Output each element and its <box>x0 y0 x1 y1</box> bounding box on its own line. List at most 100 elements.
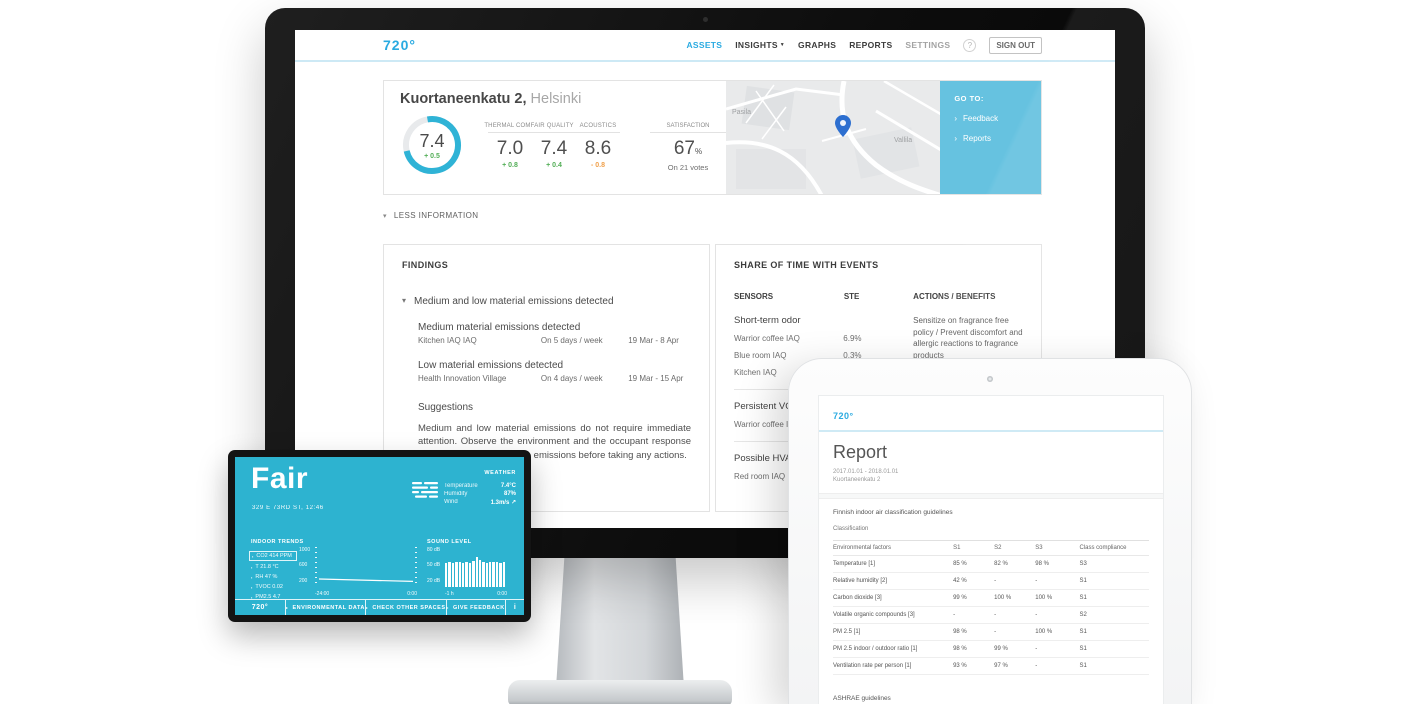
map-label-vallila: Vallila <box>894 137 913 144</box>
legend-item-pm25[interactable]: ▪ PM2.5 4.7 <box>251 594 281 600</box>
event-group-short-term-odor: Short-term odor Warrior coffee IAQ 6.9% B… <box>734 315 1023 377</box>
location-map[interactable]: Pasila Vallila <box>726 81 941 194</box>
overall-score-value: 7.4 <box>419 130 445 151</box>
weather-row-humidity: Humidity 87% <box>444 491 516 497</box>
logo-720: 720° <box>383 37 416 53</box>
sensor-row: Warrior coffee IAQ <box>734 420 800 429</box>
weather-row-temperature: Temperature 7.4°C <box>444 483 516 489</box>
nav-item-assets[interactable]: ASSETS <box>686 40 723 50</box>
table-row: PM 2.5 indoor / outdoor ratio [1] 98 % 99 … <box>833 640 1149 658</box>
sensor-row: Kitchen IAQ <box>734 368 777 377</box>
metric-acoustics: ACOUSTICS 8.6 - 0.8 <box>576 121 620 175</box>
goto-link-feedback[interactable]: › Feedback <box>954 114 999 123</box>
top-navbar: 720° ASSETS INSIGHTS ▼ GRAPHS REPORTS SET… <box>295 30 1115 62</box>
table-header-row: Environmental factors S1 S2 S3 Class com… <box>833 540 1149 556</box>
table-row: Ventilation rate per person [1] 93 % 97 % -… <box>833 657 1149 675</box>
give-feedback-button[interactable]: ▸ GIVE FEEDBACK <box>445 600 505 615</box>
findings-group-toggle[interactable]: ▾ Medium and low material emissions dete… <box>402 296 614 307</box>
findings-title: FINDINGS <box>402 260 449 270</box>
legend-item-tvoc[interactable]: ▪ TVOC 0.02 <box>251 584 283 590</box>
info-icon[interactable]: i <box>504 600 524 615</box>
wall-display-screen: Fair 329 E 73RD ST, 12:46 WEATHER Temp <box>235 457 524 615</box>
triangle-bullet-icon: ▸ <box>446 605 450 610</box>
environmental-data-button[interactable]: ▸ ENVIRONMENTAL DATA <box>284 600 365 615</box>
weather-title: WEATHER <box>484 470 516 476</box>
help-icon[interactable]: ? <box>963 38 977 52</box>
sign-out-button[interactable]: SIGN OUT <box>989 36 1042 54</box>
asset-title: Kuortaneenkatu 2, Helsinki <box>400 91 726 107</box>
weather-block: WEATHER Temperature 7.4°C Humidity 87% <box>412 470 516 506</box>
table-row: Volatile organic compounds [3] - - - S2 <box>833 606 1149 624</box>
legend-item-co2[interactable]: ▪ CO2 414 PPM <box>249 551 297 561</box>
classification-subtitle: Classification <box>833 526 869 532</box>
map-pin-icon <box>835 115 851 137</box>
logo-720: 720° <box>833 411 854 421</box>
sensor-row: Warrior coffee IAQ 6.9% <box>734 334 862 343</box>
sound-bars <box>445 549 506 587</box>
less-information-toggle[interactable]: ▾ LESS INFORMATION <box>383 211 479 220</box>
asset-title-street: Kuortaneenkatu 2, <box>400 91 527 107</box>
table-row: Carbon dioxide [3] 99 % 100 % 100 % S1 <box>833 589 1149 607</box>
chevron-down-icon: ▼ <box>779 42 786 48</box>
nav-item-settings[interactable]: SETTINGS <box>905 40 951 50</box>
desktop-monitor: 720° ASSETS INSIGHTS ▼ GRAPHS REPORTS SET… <box>265 8 1145 558</box>
goto-panel: GO TO: › Feedback › Reports <box>940 81 1041 194</box>
metric-thermal-comfort: THERMAL COMF. 7.0 + 0.8 <box>484 123 536 169</box>
satisfaction-unit: % <box>695 147 703 156</box>
suggestions-text: Medium and low material emissions do not… <box>418 423 691 461</box>
axis-ticks <box>315 547 317 587</box>
guidelines-section-title: Finnish indoor air classification guidel… <box>833 509 953 516</box>
indoor-trends-legend: ▪ CO2 414 PPM ▪ T 21.8 °C ▪ RH 47 % ▪ TVOC 0… <box>249 549 297 601</box>
metric-columns: THERMAL COMF. 7.0 + 0.8 AIR QUALITY 7.4 … <box>484 121 620 175</box>
overall-score-delta: + 0.5 <box>424 152 440 160</box>
asset-title-city: Helsinki <box>530 91 582 107</box>
overall-score-gauge: 7.4 + 0.5 <box>402 115 462 175</box>
bullet-icon: ▪ <box>251 574 253 580</box>
bullet-icon: ▪ <box>252 553 254 559</box>
satisfaction-votes: On 21 votes <box>667 163 709 172</box>
nav-item-reports[interactable]: REPORTS <box>849 40 893 50</box>
goto-link-reports[interactable]: › Reports <box>954 134 992 143</box>
share-of-time-title: SHARE OF TIME WITH EVENTS <box>734 260 879 270</box>
sound-level-chart: 80 dB 50 dB 20 dB -1 h 0:00 <box>427 547 507 597</box>
wall-display-device: Fair 329 E 73RD ST, 12:46 WEATHER Temp <box>228 450 531 622</box>
satisfaction-value: 67 <box>673 138 695 159</box>
action-benefit-text: Sensitize on fragrance free policy / Pre… <box>913 316 1023 360</box>
check-other-spaces-button[interactable]: ▸ CHECK OTHER SPACES <box>364 600 446 615</box>
nav-item-graphs[interactable]: GRAPHS <box>798 40 837 50</box>
map-label-pasila: Pasila <box>732 109 752 116</box>
table-row: PM 2.5 [1] 98 % -100 % S1 <box>833 623 1149 641</box>
satisfaction-block: SATISFACTION 67% On 21 votes <box>650 121 726 175</box>
triangle-bullet-icon: ▸ <box>365 605 369 610</box>
monitor-camera-icon <box>703 17 708 22</box>
nav-item-insights[interactable]: INSIGHTS ▼ <box>735 40 786 50</box>
monitor-stand-neck <box>556 548 684 688</box>
tablet-screen: 720° Report 2017.01.01 - 2018.01.01 Kuor… <box>818 395 1164 704</box>
sound-level-title: SOUND LEVEL <box>427 539 472 545</box>
indoor-trends-title: INDOOR TRENDS <box>251 539 304 545</box>
bullet-icon: ▪ <box>251 594 253 600</box>
report-period: 2017.01.01 - 2018.01.01 <box>833 469 899 475</box>
nav-links: ASSETS INSIGHTS ▼ GRAPHS REPORTS SETTINGS… <box>686 36 1042 54</box>
monitor-stand-base <box>508 680 732 704</box>
legend-item-temperature[interactable]: ▪ T 21.8 °C <box>251 564 279 570</box>
asset-scores: Kuortaneenkatu 2, Helsinki 7.4 <box>384 81 726 194</box>
location-time-text: 329 E 73RD ST, 12:46 <box>252 505 324 511</box>
section-divider <box>819 493 1163 499</box>
chevron-right-icon: › <box>954 134 957 143</box>
finding-item: Low material emissions detected Health I… <box>418 360 691 383</box>
table-row: Relative humidity [2] 42 % - - S1 <box>833 572 1149 590</box>
caret-down-icon: ▾ <box>402 296 407 305</box>
indoor-trends-chart: 1000 600 200 -24:00 0:00 <box>299 547 417 597</box>
legend-item-humidity[interactable]: ▪ RH 47 % <box>251 574 278 580</box>
air-quality-status: Fair <box>251 462 309 495</box>
trend-line <box>319 578 413 582</box>
axis-ticks <box>415 547 417 587</box>
weather-row-wind: Wind 1.3m/s ↗ <box>444 499 516 506</box>
fog-weather-icon <box>412 482 438 498</box>
suggestions-title: Suggestions <box>418 402 474 413</box>
caret-down-icon: ▾ <box>383 212 387 220</box>
bullet-icon: ▪ <box>251 584 253 590</box>
share-table-headers: SENSORS STE ACTIONS / BENEFITS <box>734 292 996 301</box>
